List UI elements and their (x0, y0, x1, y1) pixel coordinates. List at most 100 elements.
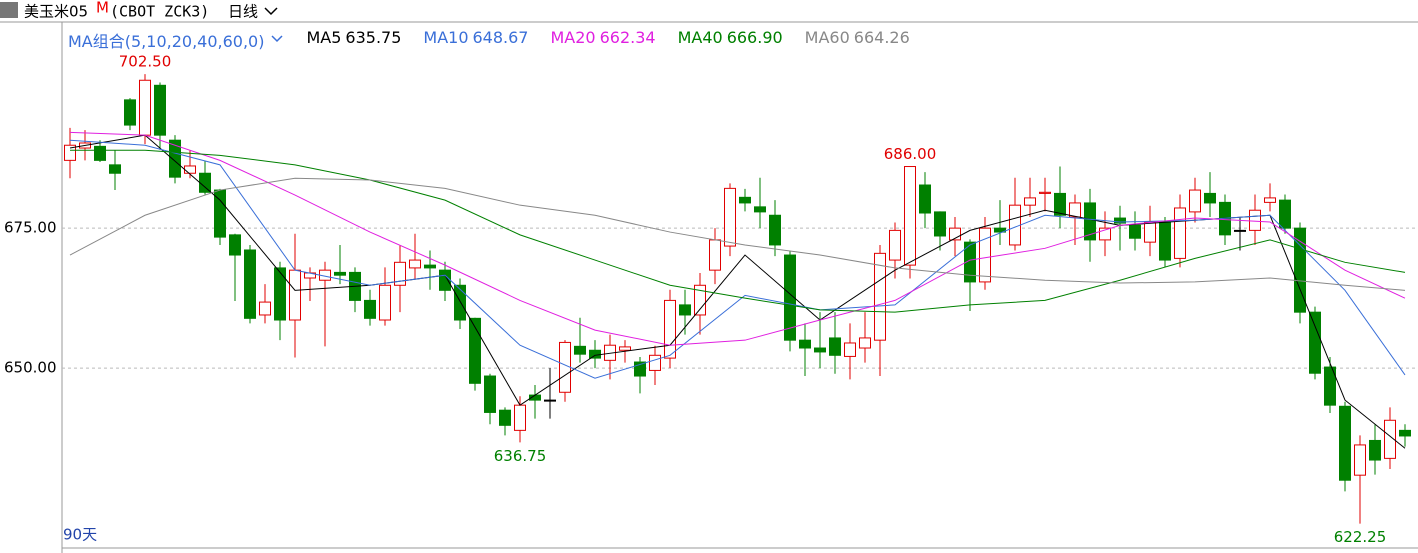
candle-body (544, 399, 556, 402)
period-chevron[interactable] (264, 7, 278, 16)
candle-body (394, 261, 406, 286)
candle-body (1264, 197, 1276, 203)
candle-body (859, 337, 871, 349)
candle-body (409, 259, 421, 269)
candle-body (994, 227, 1006, 233)
candle-body (1354, 444, 1366, 476)
legend-value: 666.90 (726, 28, 783, 47)
period[interactable]: 日线 (228, 3, 258, 21)
candle-body (1204, 192, 1216, 204)
candle-body (844, 342, 856, 357)
candle-body (1129, 224, 1141, 239)
menu-icon[interactable] (0, 2, 18, 18)
candle-body (979, 227, 991, 283)
candle-body (694, 284, 706, 316)
candle-body (814, 347, 826, 353)
candle-body (874, 252, 886, 341)
candle-body (739, 196, 751, 204)
candle-body (829, 337, 841, 356)
candle-body (1069, 202, 1081, 218)
candle-body (1174, 207, 1186, 259)
candle-body (889, 229, 901, 261)
ma-line (69, 177, 1406, 291)
candle-body (259, 301, 271, 316)
extreme-label: 686.00 (884, 145, 937, 163)
candle-body (244, 249, 256, 319)
candle-body (1369, 439, 1381, 461)
code: (CBOT ZCK3) (110, 3, 209, 21)
candle-body (1159, 221, 1171, 261)
candle-body (949, 227, 961, 241)
candle-body (169, 139, 181, 178)
legend: MA组合(5,10,20,40,60,0) MA5 635.75 MA10 648.6… (68, 28, 914, 52)
candle-body (334, 271, 346, 276)
candle-body (139, 79, 151, 136)
extreme-label: 702.50 (119, 53, 172, 71)
candle-body (289, 269, 301, 321)
extreme-label: 636.75 (494, 447, 547, 465)
ma-line (69, 131, 1406, 346)
legend-name: MA20 (550, 28, 596, 47)
ma-line (69, 139, 1406, 379)
candle-body (769, 214, 781, 246)
candle-body (469, 317, 481, 384)
candle-body (1099, 227, 1111, 241)
candle-body (364, 299, 376, 319)
ma-line (70, 149, 1406, 313)
candle-body (94, 145, 106, 161)
candle-body (1084, 202, 1096, 241)
candle-body (499, 409, 511, 426)
candle-body (109, 164, 121, 174)
indicator-label[interactable]: MA组合(5,10,20,40,60,0) (68, 32, 265, 51)
candle-body (634, 361, 646, 377)
candle-body (1234, 229, 1246, 232)
candle-body (274, 267, 286, 321)
candle-body (514, 404, 526, 431)
legend-name: MA60 (804, 28, 850, 47)
legend-value: 664.26 (853, 28, 910, 47)
candle-body (229, 234, 241, 256)
candle-body (454, 284, 466, 321)
range-label: 90天 (63, 526, 97, 544)
candle-body (559, 341, 571, 393)
y-tick-label: 650.00 (4, 359, 57, 377)
candle-body (184, 165, 196, 174)
candle-body (124, 99, 136, 126)
candle-body (709, 239, 721, 271)
candle-body (379, 284, 391, 321)
indicator-chevron[interactable] (268, 28, 288, 48)
candle-body (1339, 405, 1351, 481)
extreme-label: 622.25 (1334, 528, 1387, 546)
candle-body (934, 211, 946, 237)
candle-body (964, 241, 976, 283)
candle-body (154, 84, 166, 136)
instrument: 美玉米05 (24, 3, 88, 21)
candle-body (1384, 419, 1396, 459)
legend-name: MA10 (423, 28, 469, 47)
candle-body (784, 254, 796, 341)
candle-body (799, 339, 811, 349)
candle-body (199, 172, 211, 193)
legend-value: 648.67 (472, 28, 529, 47)
candle-body (649, 354, 661, 371)
legend-value: 635.75 (345, 28, 402, 47)
candle-body (1279, 199, 1291, 229)
candle-body (64, 144, 76, 161)
candle-body (619, 346, 631, 351)
candle-body (1144, 221, 1156, 243)
candle-body (1249, 209, 1261, 231)
candle-body (724, 187, 736, 247)
candle-body (1294, 227, 1306, 313)
candle-body (1309, 311, 1321, 374)
candle-body (919, 184, 931, 214)
candle-body (754, 206, 766, 213)
candle-body (1054, 192, 1066, 216)
candle-body (1009, 204, 1021, 246)
candle-body (664, 299, 676, 359)
candle-body (1399, 429, 1411, 437)
candle-body (484, 375, 496, 413)
candle-body (1324, 366, 1336, 406)
candle-body (589, 349, 601, 359)
